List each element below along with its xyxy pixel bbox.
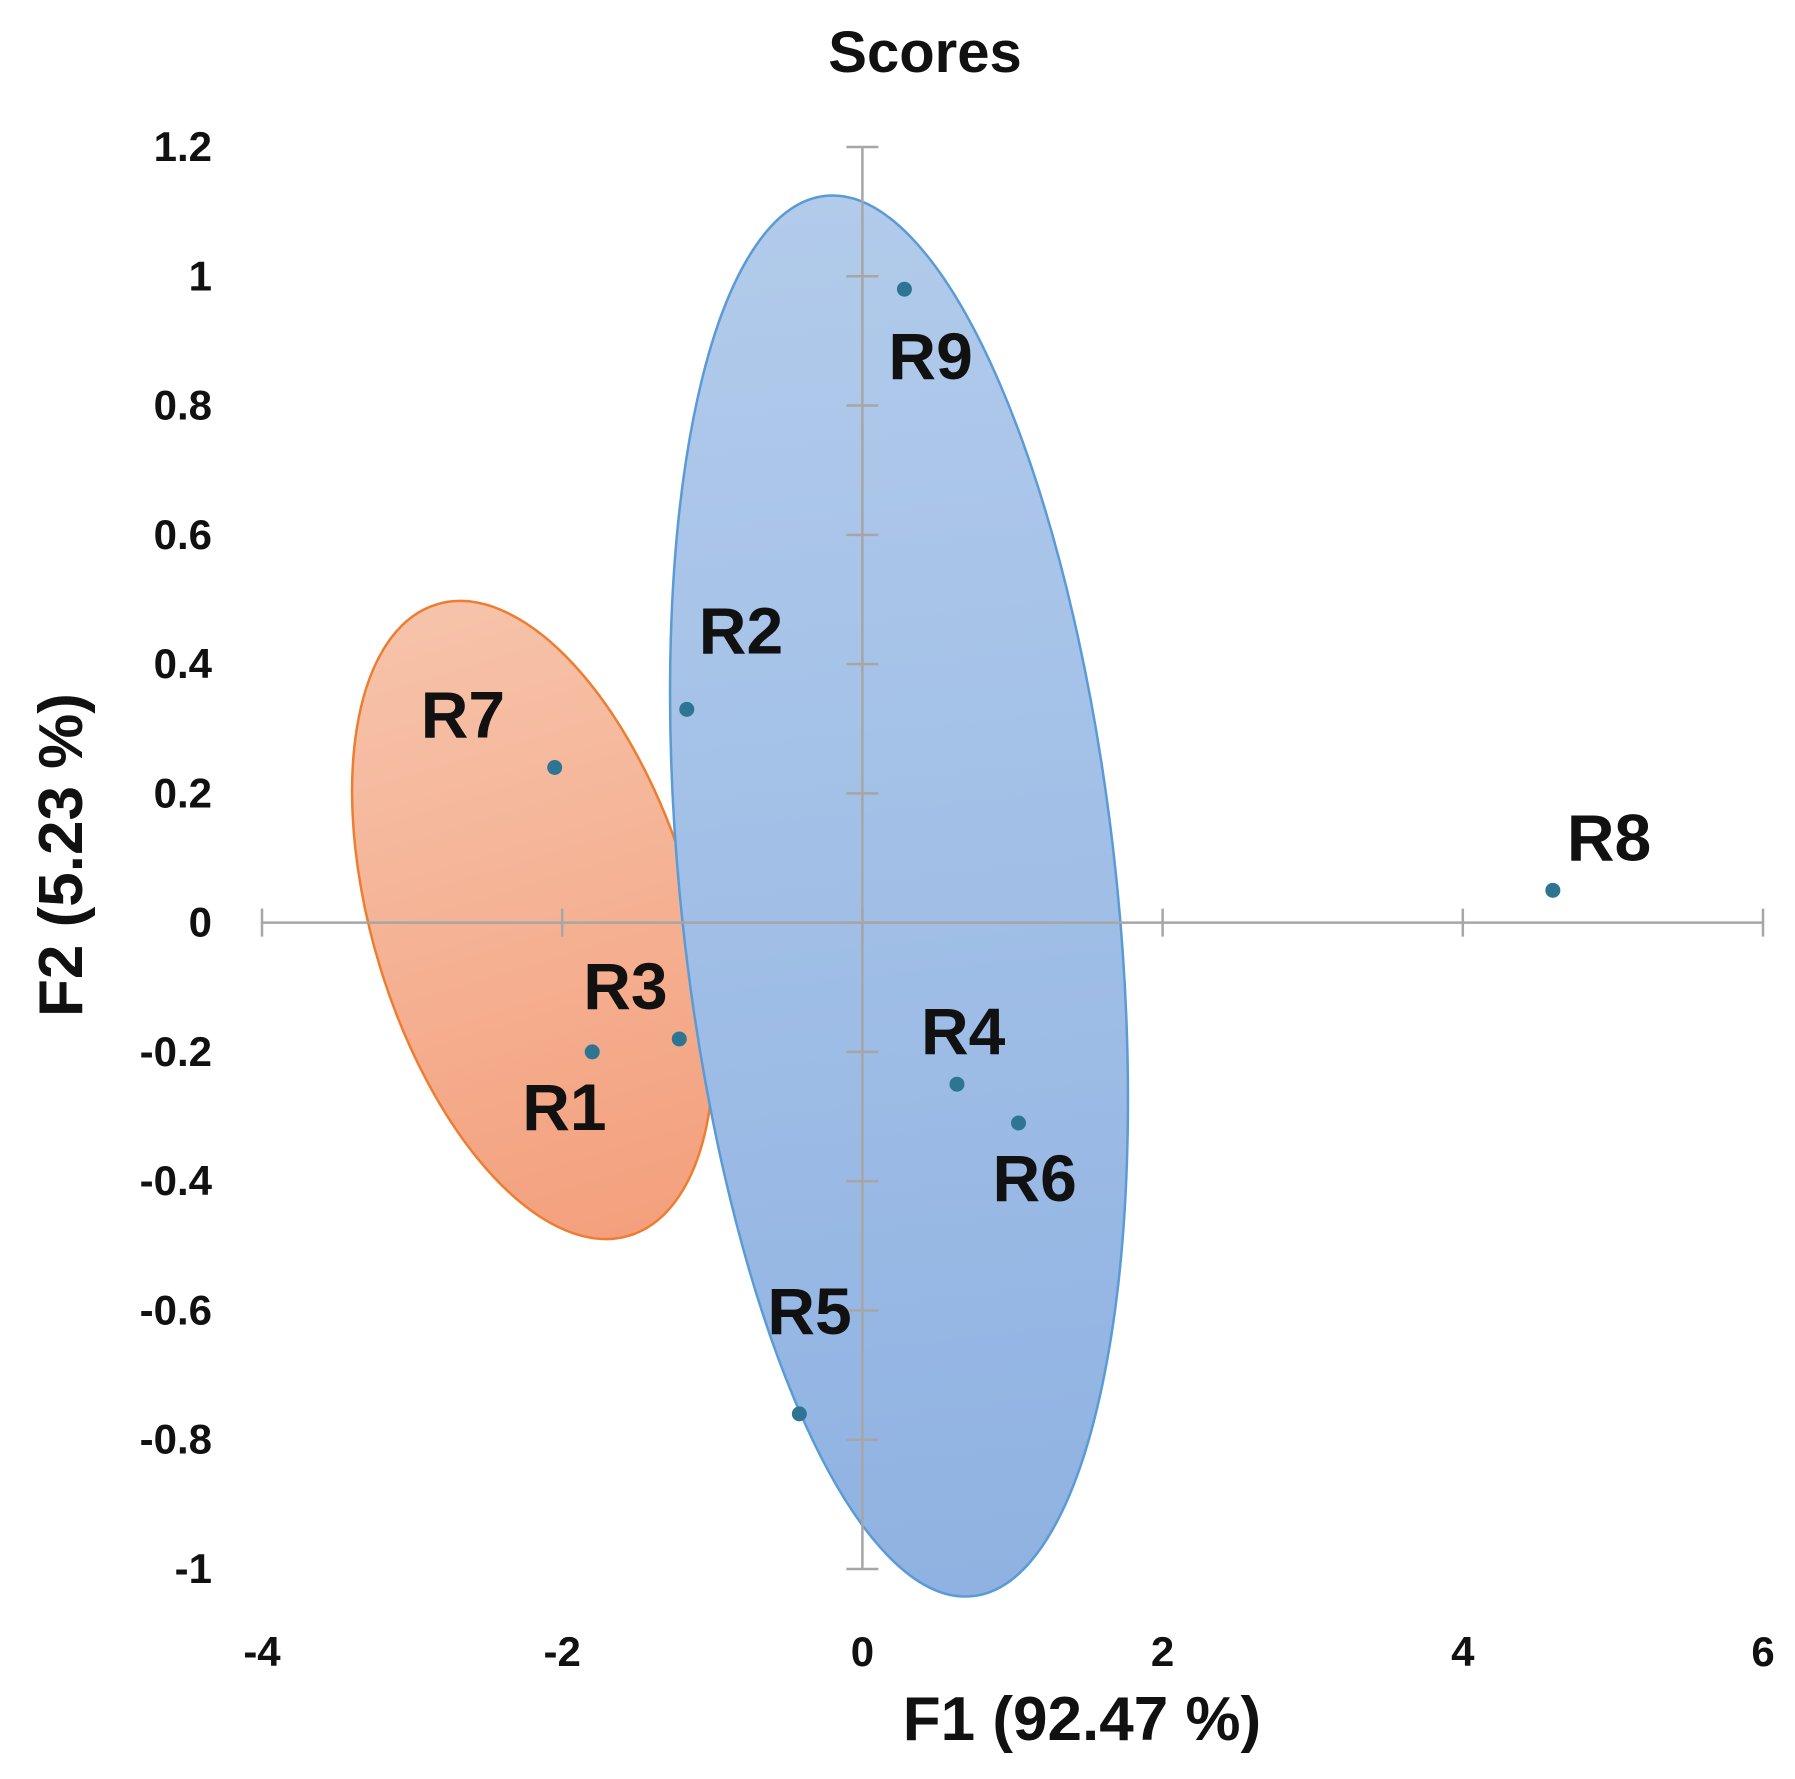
y-tick-label: 0.2 <box>154 769 212 816</box>
data-point-r4 <box>949 1076 965 1092</box>
y-tick-label: 1.2 <box>154 123 212 170</box>
y-axis-title: F2 (5.23 %) <box>27 693 96 1017</box>
x-tick-label: 4 <box>1451 1628 1475 1675</box>
data-point-r2 <box>679 701 695 717</box>
x-tick-label: 6 <box>1751 1628 1774 1675</box>
point-label-r7: R7 <box>421 678 505 752</box>
y-tick-label: -0.6 <box>140 1286 212 1333</box>
x-tick-label: -4 <box>243 1628 281 1675</box>
data-point-r3 <box>671 1031 687 1047</box>
data-point-r7 <box>547 760 563 776</box>
point-label-r2: R2 <box>699 593 783 667</box>
point-label-r8: R8 <box>1567 800 1651 874</box>
data-point-r1 <box>584 1044 600 1060</box>
y-tick-label: 1 <box>189 252 212 299</box>
data-point-r8 <box>1545 882 1561 898</box>
chart-title: Scores <box>828 20 1021 85</box>
point-label-r4: R4 <box>921 994 1006 1068</box>
y-tick-label: 0.8 <box>154 382 212 429</box>
x-tick-label: 0 <box>851 1628 874 1675</box>
point-label-r9: R9 <box>888 319 972 393</box>
y-tick-label: -0.2 <box>140 1028 212 1075</box>
data-point-r6 <box>1011 1115 1027 1131</box>
y-tick-label: -0.8 <box>140 1416 212 1463</box>
x-tick-label: 2 <box>1151 1628 1174 1675</box>
point-label-r6: R6 <box>993 1141 1077 1215</box>
point-label-r5: R5 <box>767 1274 851 1348</box>
point-label-r1: R1 <box>522 1070 606 1144</box>
point-label-r3: R3 <box>583 949 667 1023</box>
y-tick-label: 0.4 <box>154 640 213 687</box>
data-point-r9 <box>896 281 912 297</box>
y-tick-label: -1 <box>175 1545 212 1592</box>
data-point-r5 <box>791 1406 807 1422</box>
y-tick-label: 0.6 <box>154 511 212 558</box>
y-tick-label: 0 <box>189 899 212 946</box>
group-ellipse-blue <box>668 194 1130 1598</box>
x-axis-title: F1 (92.47 %) <box>903 1685 1261 1754</box>
x-tick-label: -2 <box>544 1628 581 1675</box>
y-tick-label: -0.4 <box>140 1157 213 1204</box>
